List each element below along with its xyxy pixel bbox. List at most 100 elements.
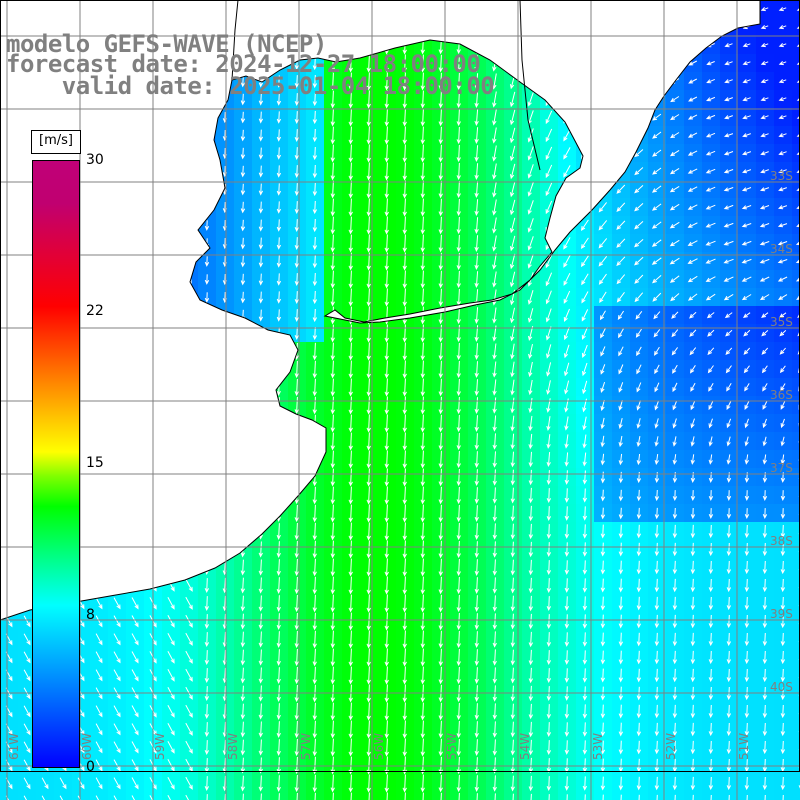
wind-arrow	[240, 559, 246, 576]
wind-arrow	[312, 612, 317, 631]
wind-arrow	[669, 257, 680, 265]
wind-arrow	[708, 382, 714, 392]
wind-arrow	[654, 704, 660, 719]
wind-arrow	[778, 60, 787, 66]
wind-arrow	[726, 490, 732, 501]
wind-arrow	[294, 774, 299, 793]
wind-arrow	[760, 97, 769, 102]
wind-arrow	[690, 794, 696, 800]
wind-arrow	[384, 666, 389, 685]
wind-arrow	[687, 132, 698, 138]
wind-arrow	[582, 740, 588, 755]
wind-arrow	[636, 542, 642, 557]
wind-arrow	[780, 722, 786, 737]
wind-arrow	[420, 558, 425, 577]
wind-arrow	[600, 381, 606, 393]
wind-arrow	[402, 198, 407, 217]
wind-arrow	[690, 542, 696, 557]
wind-arrow	[723, 204, 734, 210]
wind-arrow	[366, 450, 371, 469]
wind-arrow	[759, 205, 770, 210]
wind-arrow	[636, 650, 642, 665]
wind-arrow	[204, 704, 210, 720]
wind-arrow	[330, 774, 335, 793]
wind-arrow	[672, 382, 678, 393]
wind-arrow	[366, 126, 371, 145]
wind-arrow	[527, 236, 534, 251]
wind-arrow	[330, 648, 335, 667]
wind-arrow	[672, 740, 678, 755]
wind-speed-cell	[90, 792, 108, 800]
wind-speed-cell	[180, 792, 198, 800]
wind-arrow	[492, 361, 497, 378]
wind-arrow	[527, 200, 534, 215]
wind-arrow	[185, 578, 193, 592]
wind-arrow	[687, 275, 698, 283]
wind-arrow	[690, 740, 696, 755]
wind-arrow	[670, 132, 680, 139]
wind-arrow	[456, 360, 461, 379]
wind-arrow	[780, 400, 786, 410]
wind-arrow	[420, 612, 425, 631]
wind-arrow	[474, 451, 479, 468]
wind-arrow	[456, 270, 461, 289]
wind-arrow	[546, 380, 551, 395]
wind-arrow	[366, 576, 371, 595]
wind-arrow	[726, 400, 732, 411]
wind-arrow	[312, 272, 318, 287]
wind-arrow	[582, 560, 588, 575]
wind-arrow	[23, 669, 31, 682]
wind-arrow	[618, 632, 624, 647]
wind-arrow	[95, 759, 103, 772]
wind-arrow	[276, 667, 281, 684]
wind-arrow	[564, 542, 570, 557]
wind-arrow	[706, 78, 715, 84]
wind-arrow	[723, 169, 734, 174]
wind-arrow	[705, 168, 716, 174]
wind-arrow	[438, 648, 443, 667]
wind-arrow	[759, 276, 770, 282]
wind-arrow	[276, 237, 282, 250]
wind-arrow	[474, 127, 479, 144]
wind-arrow	[366, 522, 371, 541]
wind-arrow	[654, 596, 660, 611]
wind-arrow	[546, 416, 551, 431]
wind-arrow	[276, 165, 282, 178]
wind-arrow	[456, 144, 461, 163]
wind-arrow	[167, 759, 175, 772]
wind-arrow	[438, 378, 443, 397]
wind-arrow	[330, 486, 335, 505]
wind-arrow	[366, 738, 371, 757]
wind-arrow	[330, 270, 335, 289]
wind-arrow	[780, 740, 786, 755]
longitude-label: 55W	[445, 733, 459, 760]
wind-arrow	[402, 414, 407, 433]
wind-arrow	[294, 327, 300, 341]
wind-arrow	[708, 436, 713, 447]
wind-arrow	[616, 202, 626, 212]
wind-arrow	[240, 201, 246, 214]
wind-arrow	[330, 342, 335, 361]
wind-arrow	[276, 595, 281, 612]
wind-speed-cell	[792, 756, 800, 774]
wind-arrow	[330, 792, 335, 800]
wind-arrow	[384, 180, 389, 199]
wind-arrow	[492, 667, 497, 684]
wind-arrow	[474, 343, 479, 360]
wind-arrow	[456, 576, 461, 595]
wind-arrow	[742, 61, 751, 66]
wind-arrow	[348, 414, 353, 433]
wind-arrow	[618, 650, 624, 665]
wind-arrow	[438, 432, 443, 451]
wind-arrow	[185, 668, 193, 682]
wind-arrow	[113, 723, 121, 736]
wind-arrow	[528, 469, 533, 486]
wind-arrow	[402, 180, 407, 199]
wind-arrow	[705, 114, 716, 120]
wind-arrow	[744, 740, 750, 755]
wind-arrow	[689, 347, 697, 356]
wind-arrow	[402, 360, 407, 379]
wind-arrow	[312, 738, 317, 757]
wind-arrow	[402, 144, 407, 163]
wind-arrow	[617, 310, 625, 320]
